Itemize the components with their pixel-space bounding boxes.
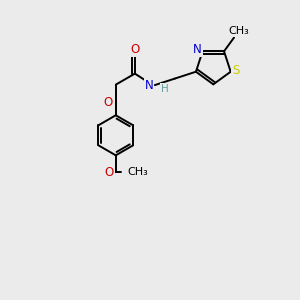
Text: O: O bbox=[104, 96, 113, 110]
Text: N: N bbox=[193, 43, 202, 56]
Text: CH₃: CH₃ bbox=[127, 167, 148, 177]
Text: H: H bbox=[161, 84, 169, 94]
Text: CH₃: CH₃ bbox=[229, 26, 249, 36]
Text: O: O bbox=[105, 166, 114, 178]
Text: O: O bbox=[130, 43, 140, 56]
Text: S: S bbox=[232, 64, 240, 77]
Text: N: N bbox=[145, 79, 153, 92]
